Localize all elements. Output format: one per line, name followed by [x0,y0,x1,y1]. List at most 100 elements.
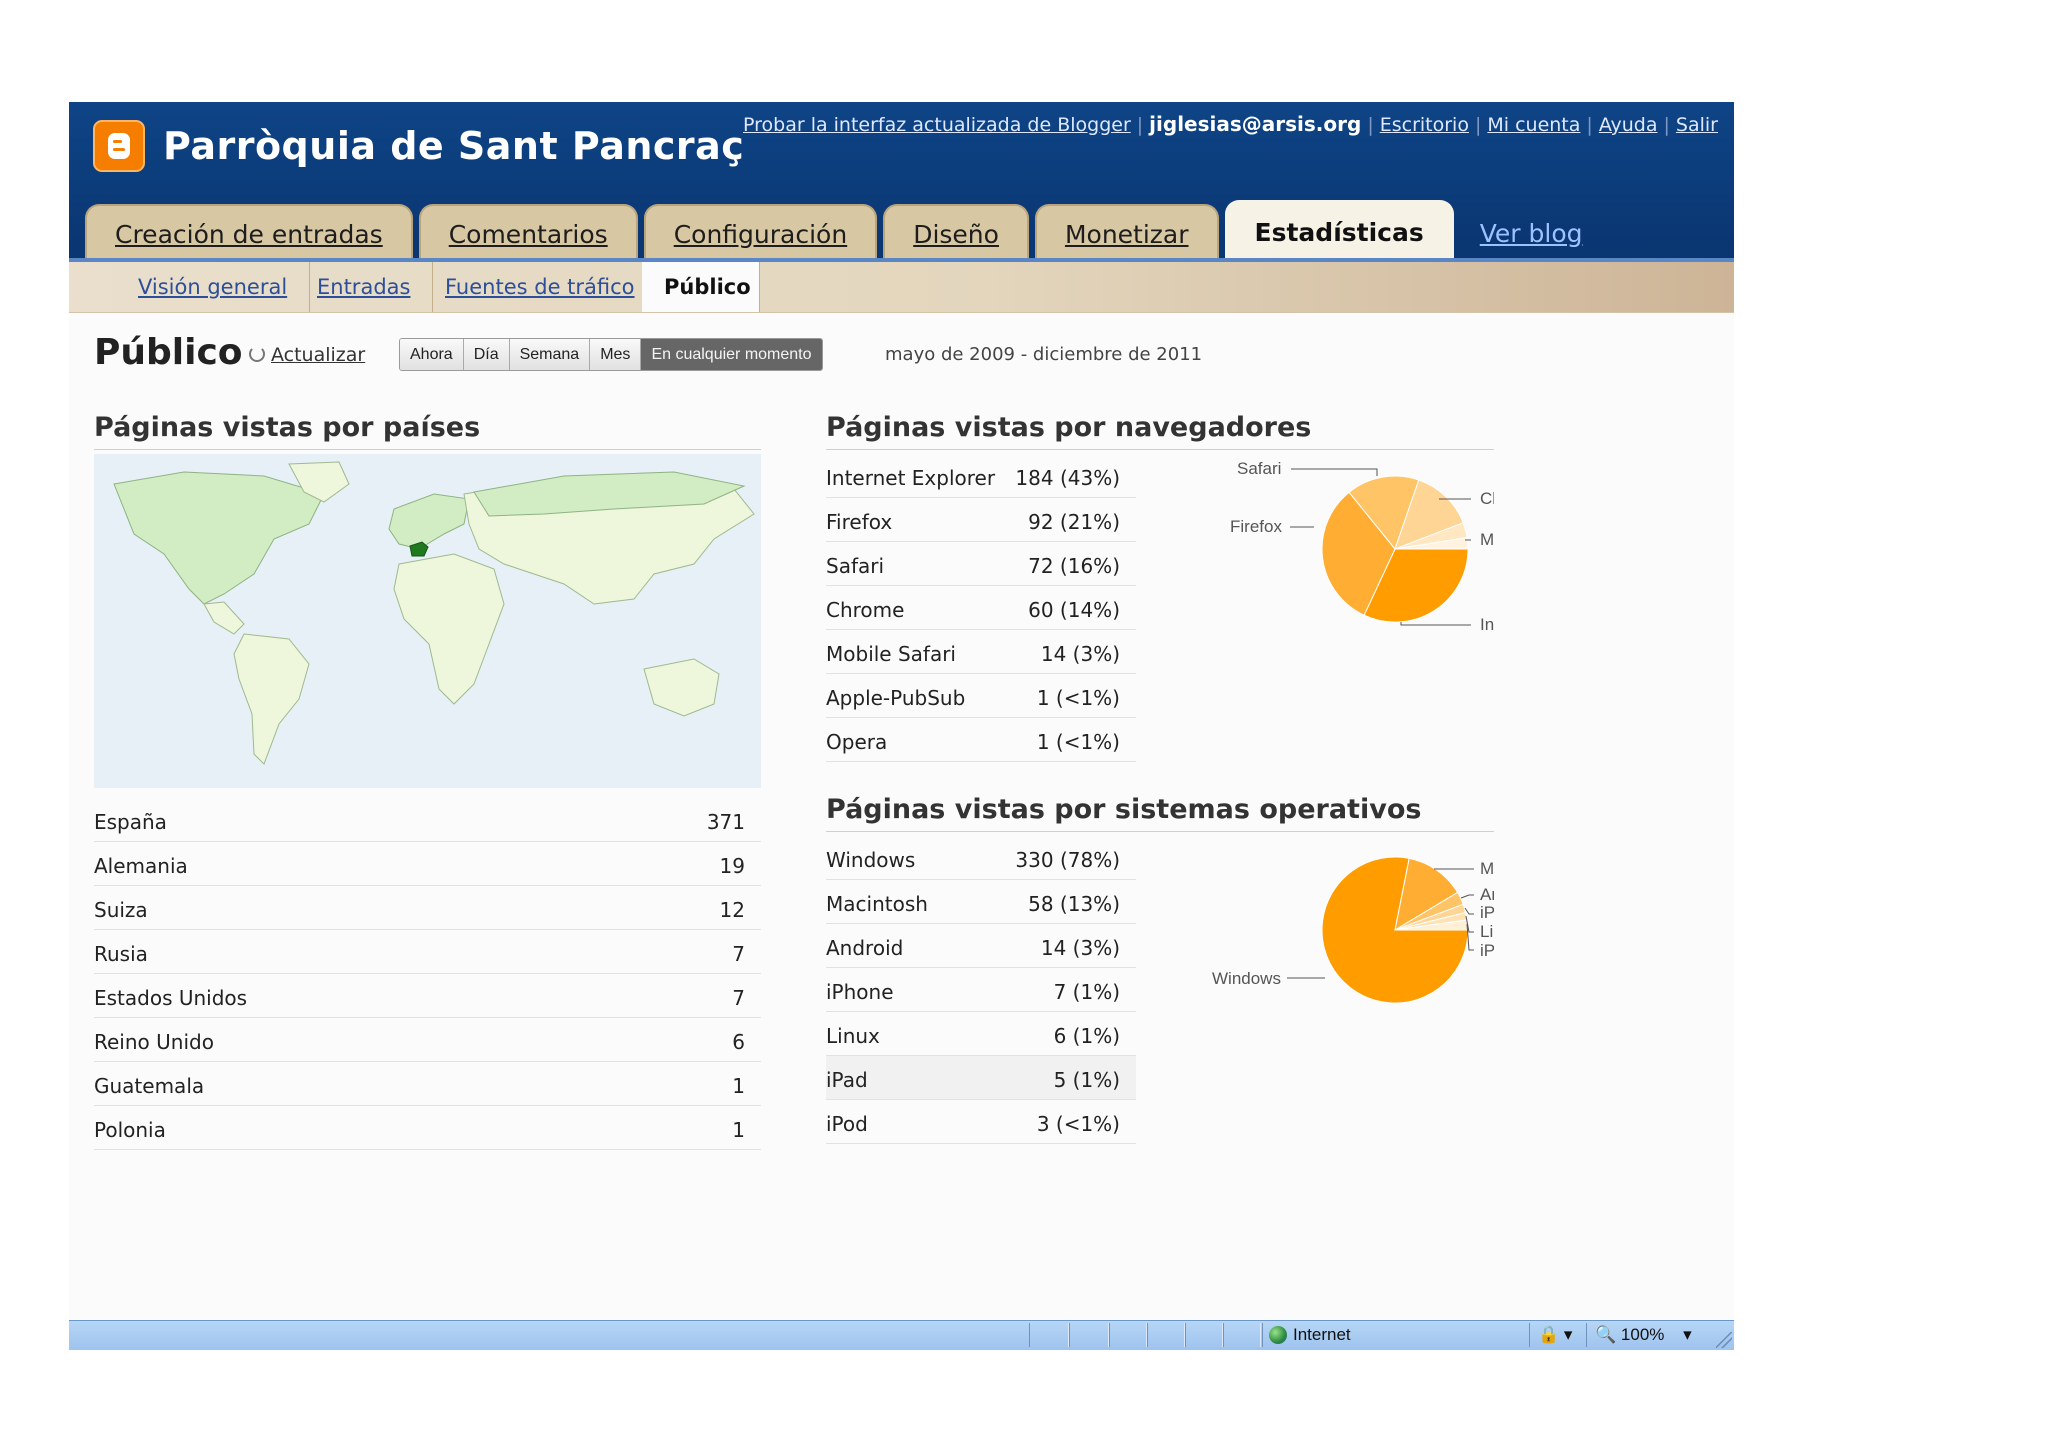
my-account-link[interactable]: Mi cuenta [1487,114,1581,136]
table-row[interactable]: España 371 [94,798,761,842]
browsers-table: Internet Explorer 184 (43%) Firefox 92 (21… [826,454,1136,762]
status-cell [1029,1323,1069,1347]
range-day[interactable]: Día [463,339,510,370]
main-tabs: Creación de entradas Comentarios Configu… [85,194,1608,262]
pie-label-chrome: Chrome [1480,489,1494,508]
view-blog-link[interactable]: Ver blog [1479,218,1583,248]
table-row[interactable]: iPod 3 (<1%) [826,1100,1136,1144]
pie-slice-other[interactable] [1394,537,1469,550]
table-row[interactable]: Safari 72 (16%) [826,542,1136,586]
country-value: 12 [719,898,745,922]
browser-value: 60 (14%) [1028,598,1120,622]
security-zone[interactable]: Internet [1262,1323,1527,1347]
os-label: Linux [826,1024,880,1048]
browser-value: 14 (3%) [1040,642,1120,666]
pie-slice-firefox[interactable] [1321,491,1396,616]
refresh-button[interactable]: Actualizar [249,344,365,366]
tab-settings[interactable]: Configuración [643,204,878,262]
table-row[interactable]: Linux 6 (1%) [826,1012,1136,1056]
browsers-pie-chart[interactable]: Safari Chrome Firefox Mobile Sa Internet… [1149,454,1494,644]
range-month[interactable]: Mes [590,339,642,370]
os-label: iPod [826,1112,868,1136]
table-row[interactable]: Chrome 60 (14%) [826,586,1136,630]
table-row[interactable]: Apple-PubSub 1 (<1%) [826,674,1136,718]
table-row[interactable]: Alemania 19 [94,842,761,886]
table-row[interactable]: Reino Unido 6 [94,1018,761,1062]
user-email: jiglesias@arsis.org [1149,112,1362,136]
try-new-interface-link[interactable]: Probar la interfaz actualizada de Blogge… [743,114,1131,136]
date-range: mayo de 2009 - diciembre de 2011 [885,344,1203,365]
pie-label-android: Android [1480,885,1494,904]
zoom-icon: 🔍 [1595,1325,1617,1344]
table-row[interactable]: Internet Explorer 184 (43%) [826,454,1136,498]
os-value: 6 (1%) [1053,1024,1120,1048]
browser-label: Opera [826,730,888,754]
pie-slice-macintosh[interactable] [1394,857,1459,932]
os-value: 330 (78%) [1015,848,1120,872]
range-week[interactable]: Semana [509,339,591,370]
subnav-audience[interactable]: Público [642,262,760,312]
table-row[interactable]: iPhone 7 (1%) [826,968,1136,1012]
table-row[interactable]: iPad 5 (1%) [826,1056,1136,1100]
table-row[interactable]: Mobile Safari 14 (3%) [826,630,1136,674]
table-row[interactable]: Guatemala 1 [94,1062,761,1106]
status-cell [1069,1323,1109,1347]
countries-title: Páginas vistas por países [94,412,761,450]
subnav-posts[interactable]: Entradas [295,262,434,312]
country-value: 19 [719,854,745,878]
pie-slice-safari[interactable] [1348,475,1420,551]
pie-slice-ie[interactable] [1363,548,1469,623]
table-row[interactable]: Suiza 12 [94,886,761,930]
browser-value: 1 (<1%) [1036,730,1120,754]
pie-label-windows: Windows [1212,969,1281,988]
country-label: Rusia [94,942,148,966]
globe-icon [1269,1326,1287,1344]
pie-label-ie: Internet E: [1480,615,1494,634]
tab-design[interactable]: Diseño [883,204,1029,262]
tab-comments[interactable]: Comentarios [418,204,638,262]
tab-monetize[interactable]: Monetizar [1034,204,1219,262]
table-row[interactable]: Android 14 (3%) [826,924,1136,968]
country-value: 371 [706,810,745,834]
pie-slice-windows[interactable] [1321,856,1469,1004]
range-all-time[interactable]: En cualquier momento [641,339,822,370]
protected-mode-button[interactable]: 🔒 ▾ [1529,1323,1584,1347]
zoom-control[interactable]: 🔍 100% ▾ [1586,1323,1706,1347]
os-value: 14 (3%) [1040,936,1120,960]
os-title: Páginas vistas por sistemas operativos [826,794,1494,832]
tab-posting[interactable]: Creación de entradas [85,204,413,262]
browser-status-bar: Internet 🔒 ▾ 🔍 100% ▾ [69,1320,1734,1350]
pie-label-safari: Safari [1237,459,1281,478]
blogger-logo-icon[interactable] [93,120,145,172]
world-map[interactable] [94,454,761,788]
subnav-traffic-sources[interactable]: Fuentes de tráfico [423,262,658,312]
table-row[interactable]: Windows 330 (78%) [826,836,1136,880]
range-now[interactable]: Ahora [400,339,464,370]
table-row[interactable]: Rusia 7 [94,930,761,974]
pie-slice-chrome[interactable] [1394,479,1464,550]
os-label: Windows [826,848,916,872]
country-value: 1 [732,1074,745,1098]
table-row[interactable]: Polonia 1 [94,1106,761,1150]
table-row[interactable]: Opera 1 (<1%) [826,718,1136,762]
table-row[interactable]: Estados Unidos 7 [94,974,761,1018]
resize-grip-icon[interactable] [1716,1332,1732,1348]
pie-label-mobile-safari: Mobile Sa [1480,530,1494,549]
help-link[interactable]: Ayuda [1598,114,1658,136]
blogger-dashboard: Parròquia de Sant Pancraç Probar la inte… [69,102,1734,1350]
status-cell [1185,1323,1223,1347]
country-value: 7 [732,942,745,966]
browsers-title: Páginas vistas por navegadores [826,412,1494,450]
table-row[interactable]: Macintosh 58 (13%) [826,880,1136,924]
os-pie-chart[interactable]: Macintosh Android iPhone Linux iPad Wind… [1129,836,1494,1036]
table-row[interactable]: Firefox 92 (21%) [826,498,1136,542]
subnav-overview[interactable]: Visión general [116,262,311,312]
logout-link[interactable]: Salir [1675,114,1718,136]
pie-label-linux: Linux [1480,922,1494,941]
zoom-level: 100% [1620,1325,1665,1344]
os-label: Macintosh [826,892,928,916]
refresh-icon [249,346,265,362]
dashboard-link[interactable]: Escritorio [1379,114,1469,136]
os-value: 58 (13%) [1028,892,1120,916]
tab-stats[interactable]: Estadísticas [1224,200,1454,262]
